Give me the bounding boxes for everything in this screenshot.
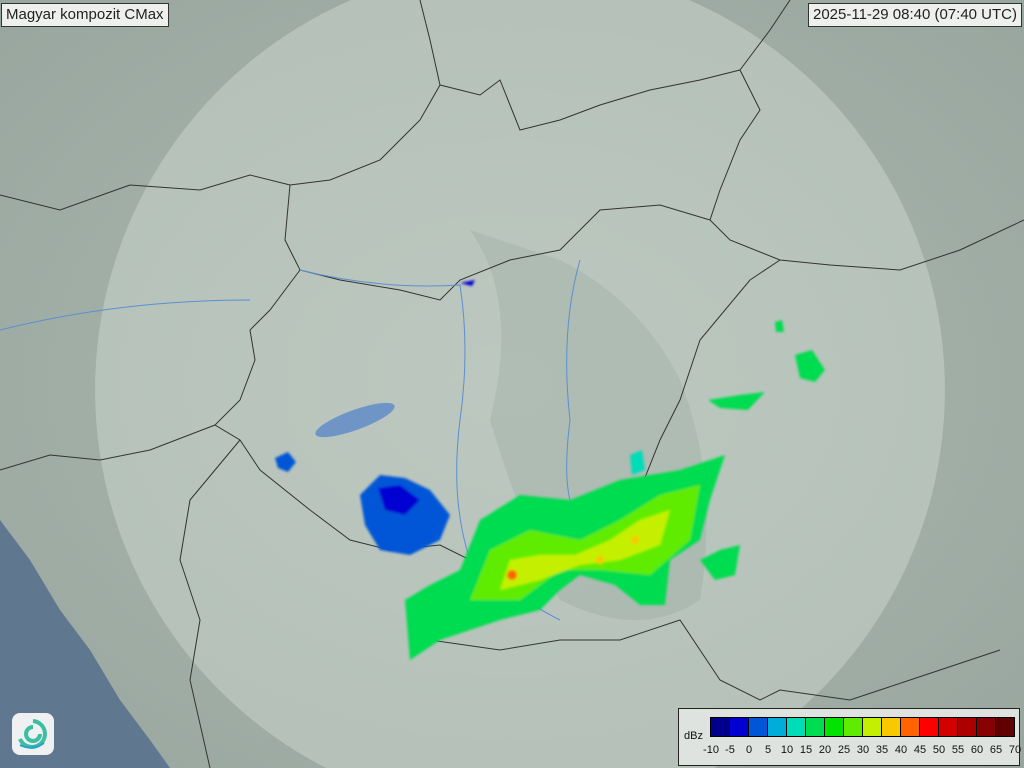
product-title: Magyar kompozit CMax (1, 3, 169, 27)
legend-tick-label: 35 (875, 744, 889, 756)
legend-swatch (863, 718, 882, 736)
legend-unit: dBz (684, 730, 703, 742)
legend-swatch (996, 718, 1014, 736)
legend-tick-label: 45 (913, 744, 927, 756)
legend-swatch (825, 718, 844, 736)
legend-tick-label: 15 (799, 744, 813, 756)
legend-swatch (768, 718, 787, 736)
legend-tick-label: 70 (1008, 744, 1022, 756)
timestamp: 2025-11-29 08:40 (07:40 UTC) (807, 3, 1022, 27)
legend-swatch (958, 718, 977, 736)
legend-tick-label: 60 (970, 744, 984, 756)
legend-tick-label: 25 (837, 744, 851, 756)
radar-coverage-area (95, 0, 945, 768)
legend-tick-label: 55 (951, 744, 965, 756)
legend-swatch (882, 718, 901, 736)
radar-echoes (275, 280, 825, 660)
legend-swatch (730, 718, 749, 736)
legend-tick-label: 5 (764, 744, 772, 756)
legend-tick-label: 0 (745, 744, 753, 756)
legend-swatch (749, 718, 768, 736)
legend-swatch (844, 718, 863, 736)
swirl-logo-icon (12, 713, 54, 755)
adriatic-sea (0, 520, 170, 768)
legend-tick-label: 10 (780, 744, 794, 756)
dbz-legend: dBz -10 -5 0 5 10 15 20 25 30 35 40 45 50 55 60 65 70 (678, 708, 1021, 766)
legend-tick-label: -5 (725, 744, 735, 756)
legend-swatch (920, 718, 939, 736)
legend-tick-label: -10 (703, 744, 719, 756)
legend-tick-label: 40 (894, 744, 908, 756)
legend-tick-label: 65 (989, 744, 1003, 756)
legend-swatch (977, 718, 996, 736)
legend-ticks: -10 -5 0 5 10 15 20 25 30 35 40 45 50 55 60 65 70 (701, 744, 1021, 760)
legend-tick-label: 20 (818, 744, 832, 756)
lake-balaton (315, 402, 395, 438)
legend-swatch (806, 718, 825, 736)
legend-swatch (939, 718, 958, 736)
legend-tick-label: 50 (932, 744, 946, 756)
legend-swatch (711, 718, 730, 736)
legend-tick-label: 30 (856, 744, 870, 756)
legend-swatch (901, 718, 920, 736)
legend-swatch (787, 718, 806, 736)
legend-colorbar (710, 717, 1015, 737)
